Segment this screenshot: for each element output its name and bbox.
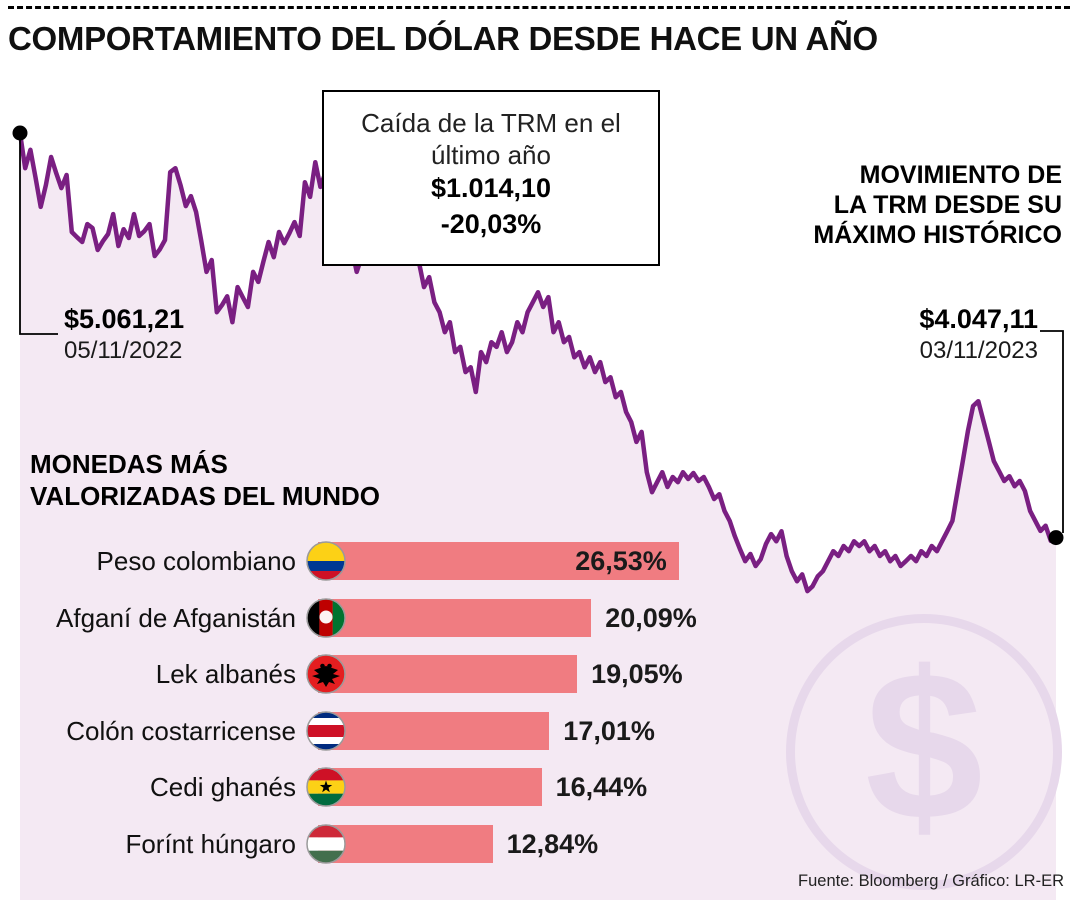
callout-line-2: último año: [431, 139, 551, 170]
currencies-heading-line-2: VALORIZADAS DEL MUNDO: [30, 481, 381, 512]
note-line-3: MÁXIMO HISTÓRICO: [813, 221, 1062, 249]
end-leader-line: [1040, 330, 1064, 533]
note-line-2: LA TRM DESDE SU: [833, 191, 1062, 219]
callout-percent: -20,03%: [440, 208, 542, 239]
page-title: COMPORTAMIENTO DEL DÓLAR DESDE HACE UN A…: [8, 20, 878, 57]
start-leader-line: [19, 133, 58, 335]
dollar-watermark-icon: $: [786, 614, 1062, 890]
start-point-dot: [12, 125, 28, 141]
trm-drop-callout: Caída de la TRM en el último año $1.014,…: [322, 90, 660, 266]
end-date: 03/11/2023: [919, 337, 1038, 364]
trm-line: [17, 130, 1059, 594]
currencies-heading-line-1: MONEDAS MÁS: [30, 449, 228, 479]
end-point-label: $4.047,11 03/11/2023: [919, 304, 1038, 365]
end-point-dot: [1048, 530, 1064, 546]
callout-amount: $1.014,10: [430, 173, 552, 204]
callout-line-1: Caída de la TRM en el: [361, 108, 621, 138]
source-credit: Fuente: Bloomberg / Gráfico: LR-ER: [798, 872, 1064, 890]
dollar-glyph: $: [865, 627, 983, 864]
start-value: $5.061,21: [64, 304, 185, 334]
trm-movement-note: MOVIMIENTO DE LA TRM DESDE SU MÁXIMO HIS…: [742, 160, 1062, 250]
start-point-label: $5.061,21 05/11/2022: [64, 304, 184, 365]
end-value: $4.047,11: [919, 304, 1038, 334]
currencies-heading: MONEDAS MÁS VALORIZADAS DEL MUNDO: [30, 448, 380, 512]
note-line-1: MOVIMIENTO DE: [859, 161, 1062, 189]
top-dashed-divider: [8, 6, 1070, 9]
start-date: 05/11/2022: [64, 337, 183, 364]
